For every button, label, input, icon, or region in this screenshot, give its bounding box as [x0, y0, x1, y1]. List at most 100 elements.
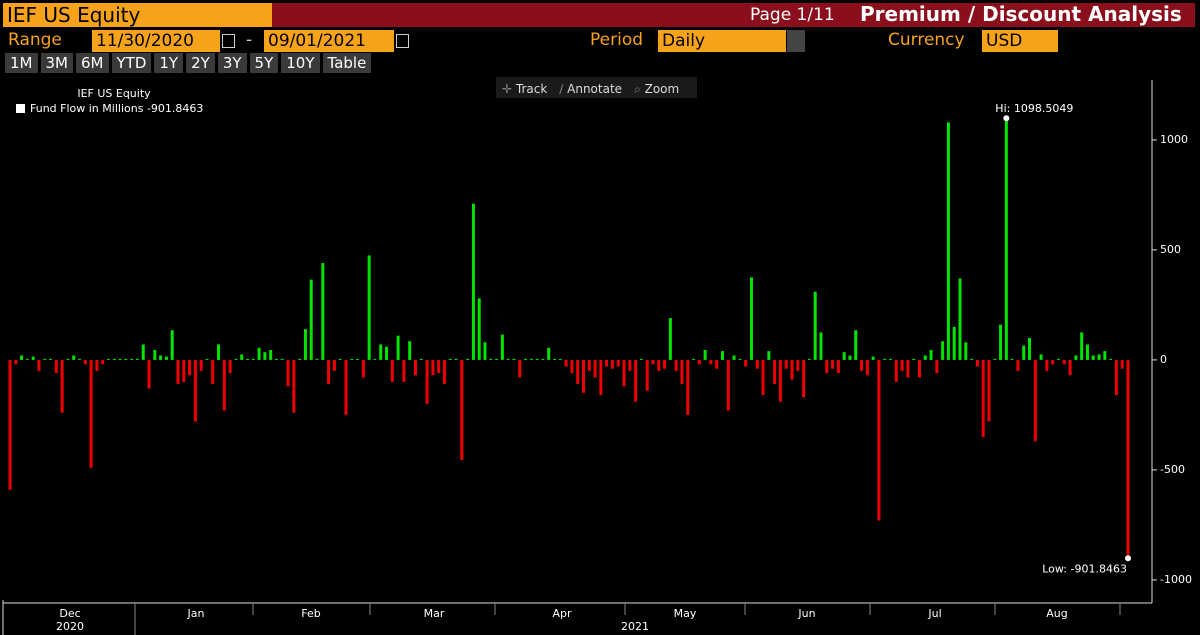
bar [558, 358, 562, 360]
bar [31, 356, 35, 360]
bar [668, 318, 672, 360]
currency-select[interactable]: USD [982, 30, 1058, 52]
bar [645, 359, 649, 391]
x-tick-label: Jan [187, 607, 205, 620]
legend-name: Fund Flow in Millions [30, 102, 144, 115]
bar [802, 359, 806, 398]
bar [564, 359, 568, 367]
bar [170, 330, 174, 360]
bar [286, 359, 290, 387]
title-bar [272, 3, 1195, 27]
page-number: Page 1/11 [750, 5, 835, 25]
bar [240, 354, 244, 360]
bar [153, 350, 157, 360]
bar [975, 359, 979, 367]
bar [674, 359, 678, 371]
period-select[interactable]: Daily [658, 30, 786, 52]
bar [860, 359, 864, 371]
bar [315, 358, 319, 360]
bar [958, 278, 962, 360]
bar [431, 359, 435, 376]
toolbar-button[interactable]: ∕ Annotate [559, 82, 623, 96]
legend-swatch [16, 104, 25, 113]
bar [332, 359, 336, 371]
bar [112, 358, 116, 360]
bar [188, 359, 192, 376]
low-marker [1125, 555, 1131, 562]
range-button[interactable]: 5Y [249, 53, 279, 73]
range-button[interactable]: 1M [5, 53, 38, 73]
toolbar-label[interactable]: Zoom [644, 82, 680, 96]
y-tick-label: -1000 [1160, 573, 1192, 586]
range-button[interactable]: 2Y [186, 53, 215, 73]
range-label: Range [8, 30, 62, 50]
bar [460, 359, 464, 460]
bar [593, 359, 597, 378]
bar [865, 359, 869, 376]
dropdown-arrow[interactable] [787, 30, 805, 52]
bar [361, 359, 365, 378]
bar [529, 358, 533, 360]
calendar-icon[interactable] [396, 34, 409, 48]
range-button[interactable]: Table [322, 53, 372, 73]
bar [83, 359, 87, 365]
bar [524, 358, 528, 360]
bar [495, 358, 499, 360]
toolbar-label[interactable]: Track [515, 82, 548, 96]
bar [1045, 359, 1049, 371]
end-date[interactable]: 09/01/2021 [264, 30, 394, 52]
bar [14, 359, 18, 365]
bar [610, 359, 614, 369]
calendar-icon[interactable] [222, 34, 235, 48]
bar [413, 359, 417, 376]
bar [182, 359, 186, 382]
bar [228, 359, 232, 374]
bar [715, 359, 719, 369]
start-date[interactable]: 11/30/2020 [92, 30, 220, 52]
bar [193, 359, 197, 422]
bar [946, 122, 950, 360]
range-button[interactable]: 3Y [217, 53, 247, 73]
bar [993, 358, 997, 360]
range-button[interactable]: 3M [40, 53, 73, 73]
bar [72, 355, 76, 360]
bar [78, 358, 82, 360]
bar [628, 359, 632, 371]
bar [663, 359, 667, 369]
bar [60, 359, 64, 413]
bar [1033, 359, 1037, 442]
range-button[interactable]: YTD [111, 53, 152, 73]
toolbar-button[interactable]: ✛ Track [502, 82, 548, 96]
bar [483, 342, 487, 360]
bar [176, 359, 180, 385]
bar [906, 359, 910, 378]
x-tick-label: Dec [59, 607, 80, 620]
bar [1120, 359, 1124, 369]
toolbar-button[interactable]: ⌕ Zoom [634, 82, 680, 96]
bar [500, 334, 504, 360]
bar [8, 359, 12, 490]
bar [680, 359, 684, 385]
range-button[interactable]: 6M [76, 53, 109, 73]
range-button[interactable]: 10Y [281, 53, 320, 73]
bar [419, 358, 423, 360]
page-title: Premium / Discount Analysis [860, 2, 1182, 26]
bar [639, 358, 643, 360]
toolbar-label[interactable]: Annotate [567, 82, 623, 96]
bar [790, 359, 794, 380]
legend-title: IEF US Equity [77, 87, 151, 100]
bar [553, 358, 557, 360]
bar [66, 358, 70, 360]
bar [622, 359, 626, 387]
bar [222, 359, 226, 411]
bar [999, 324, 1003, 360]
bar [587, 359, 591, 371]
bar [205, 358, 209, 360]
bar [356, 358, 360, 360]
bar [883, 358, 887, 360]
bar [1028, 337, 1032, 360]
low-caption: Low: [1042, 562, 1067, 575]
range-button[interactable]: 1Y [154, 53, 184, 73]
bar [437, 359, 441, 374]
bar [425, 359, 429, 404]
